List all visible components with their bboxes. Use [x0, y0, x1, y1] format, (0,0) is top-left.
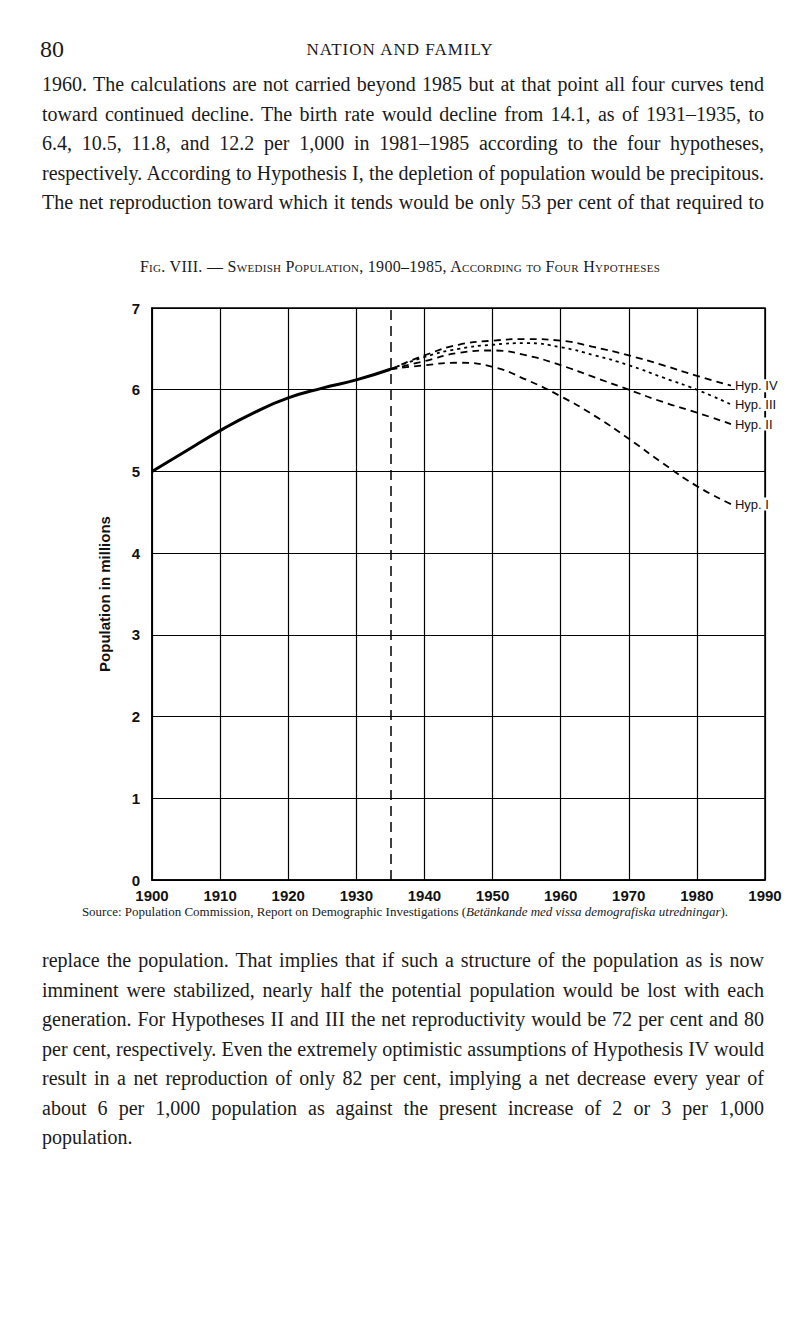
html-text:NATION AND FAMILY: NATION AND FAMILY	[306, 40, 494, 59]
svg-text:0: 0	[132, 872, 140, 889]
svg-text:1980: 1980	[680, 887, 713, 904]
html-text:1960. The calculations are not: 1960. The calculations are not carried b…	[42, 73, 764, 213]
svg-text:1970: 1970	[612, 887, 645, 904]
svg-text:4: 4	[132, 545, 141, 562]
svg-text:1940: 1940	[408, 887, 441, 904]
svg-text:2: 2	[132, 708, 140, 725]
svg-text:1950: 1950	[476, 887, 509, 904]
svg-text:6: 6	[132, 381, 140, 398]
svg-text:1990: 1990	[748, 887, 781, 904]
html-text:replace the population. That i: replace the population. That implies tha…	[42, 949, 764, 1148]
svg-text:7: 7	[132, 300, 140, 317]
svg-text:Hyp. III: Hyp. III	[735, 397, 776, 412]
svg-text:3: 3	[132, 626, 140, 643]
svg-text:1: 1	[132, 790, 140, 807]
svg-text:Hyp. II: Hyp. II	[735, 417, 773, 432]
svg-text:5: 5	[132, 463, 140, 480]
svg-text:1900: 1900	[135, 887, 168, 904]
svg-text:1920: 1920	[272, 887, 305, 904]
svg-text:Population in millions: Population in millions	[96, 516, 113, 672]
html-text:Fig. VIII. — Swedish Populatio: Fig. VIII. — Swedish Population, 1900–19…	[139, 258, 661, 275]
html-text:Source: Population Commission,: Source: Population Commission, Report on…	[81, 904, 729, 919]
html-text:80: 80	[40, 36, 64, 62]
svg-text:1910: 1910	[203, 887, 236, 904]
svg-text:1930: 1930	[340, 887, 373, 904]
svg-text:Hyp. IV: Hyp. IV	[735, 378, 778, 393]
svg-text:1960: 1960	[544, 887, 577, 904]
svg-text:Hyp. I: Hyp. I	[735, 497, 769, 512]
